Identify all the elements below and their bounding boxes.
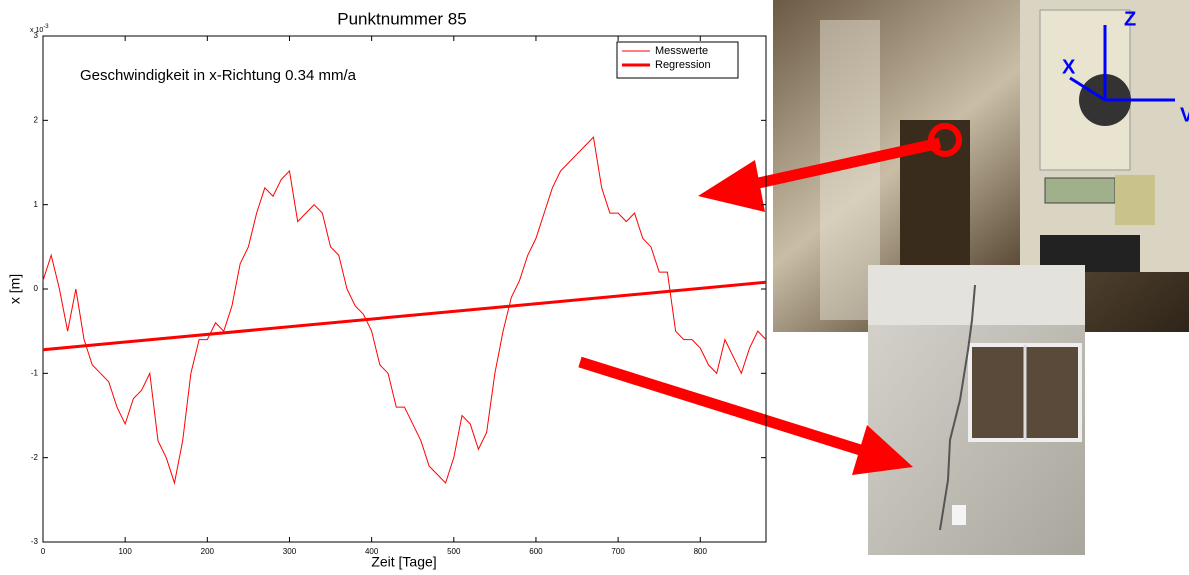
legend-label: Regression [655,59,711,71]
y-multiplier-exponent: -3 [43,24,49,30]
annotation: Geschwindigkeit in x-Richtung 0.34 mm/a [80,67,357,84]
x-tick-label: 400 [365,547,379,556]
y-tick-label: 1 [34,200,39,209]
x-tick-label: 700 [611,547,625,556]
photo-label: X [1062,56,1076,78]
x-tick-label: 500 [447,547,461,556]
y-tick-label: 2 [34,115,39,124]
x-tick-label: 200 [201,547,215,556]
x-axis-label: Zeit [Tage] [371,554,436,570]
x-tick-label: 800 [694,547,708,556]
y-tick-label: 0 [34,284,39,293]
legend-label: Messwerte [655,45,708,57]
plot-frame [42,35,767,543]
y-axis-label: x [m] [7,274,23,304]
y-tick-label: -3 [31,537,39,546]
photo-label: Z [1124,8,1136,30]
x-tick-label: 0 [41,547,46,556]
legend [616,41,739,79]
crack-photo [868,265,1085,555]
y-multiplier: x 10-3 [30,24,49,34]
y-tick-label: 3 [34,31,39,40]
y-tick-label: -1 [31,368,39,377]
x-tick-label: 100 [118,547,132,556]
total-station-photo: Z X V [1020,0,1189,272]
line-series [42,280,767,352]
x-tick-label: 300 [283,547,297,556]
y-tick-label: -2 [31,453,39,462]
arrow [578,137,942,475]
photo-label: V [1180,104,1189,126]
chart-title: Punktnummer 85 [337,9,466,28]
x-tick-label: 600 [529,547,543,556]
y-multiplier-base: x 10 [30,27,43,34]
line-series [42,136,767,485]
